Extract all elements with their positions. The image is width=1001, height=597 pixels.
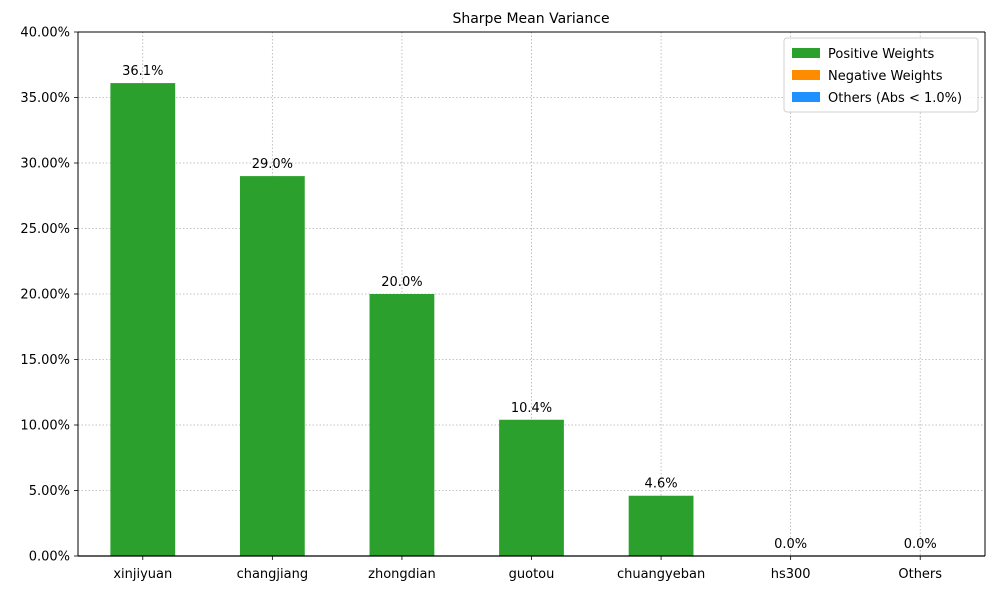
bar-chuangyeban xyxy=(628,495,694,556)
legend-box xyxy=(783,37,979,113)
legend-swatch xyxy=(792,92,820,102)
legend-label: Others (Abs < 1.0%) xyxy=(828,91,962,106)
legend-label: Negative Weights xyxy=(828,69,943,84)
y-tick-label: 0.00% xyxy=(29,550,70,565)
y-tick-label: 40.00% xyxy=(20,26,70,41)
y-axis: 0.00% 5.00% 10.00% 15.00% 20.00% 25.00% 30.00%… xyxy=(20,26,986,565)
bar-value-label: 0.0% xyxy=(774,537,807,552)
bar-value-label: 0.0% xyxy=(904,537,937,552)
x-tick-label: changjiang xyxy=(237,567,309,582)
legend-swatch xyxy=(792,48,820,58)
x-tick-label: Others xyxy=(898,567,942,582)
bar-guotou xyxy=(499,419,564,556)
bar-changjiang xyxy=(239,176,305,556)
legend-label: Positive Weights xyxy=(828,47,935,62)
bar-value-labels: 36.1% 29.0% 20.0% 10.4% 4.6% 0.0% 0.0% xyxy=(122,64,937,552)
x-tick-label: zhongdian xyxy=(368,567,436,582)
x-tick-label: hs300 xyxy=(771,567,811,582)
bar-value-label: 10.4% xyxy=(511,401,552,416)
bar-value-label: 4.6% xyxy=(645,477,678,492)
legend-swatch xyxy=(792,70,820,80)
y-tick-label: 10.00% xyxy=(20,419,70,434)
x-tick-label: guotou xyxy=(509,567,555,582)
bars xyxy=(110,83,694,556)
y-tick-label: 30.00% xyxy=(20,157,70,172)
x-tick-label: xinjiyuan xyxy=(113,567,172,582)
bar-value-label: 36.1% xyxy=(122,64,163,79)
y-tick-label: 35.00% xyxy=(20,91,70,106)
bar-xinjiyuan xyxy=(110,83,176,556)
chart-title: Sharpe Mean Variance xyxy=(452,11,609,27)
y-tick-label: 20.00% xyxy=(20,288,70,303)
x-axis: xinjiyuan changjiang zhongdian guotou chuang… xyxy=(78,555,985,582)
y-tick-label: 15.00% xyxy=(20,353,70,368)
x-tick-label: chuangyeban xyxy=(617,567,705,582)
legend: Positive Weights Negative Weights Others (… xyxy=(783,37,979,113)
y-tick-label: 25.00% xyxy=(20,222,70,237)
bar-value-label: 29.0% xyxy=(252,157,293,172)
y-tick-label: 5.00% xyxy=(29,484,70,499)
bar-value-label: 20.0% xyxy=(381,275,422,290)
bar-zhongdian xyxy=(369,294,435,556)
